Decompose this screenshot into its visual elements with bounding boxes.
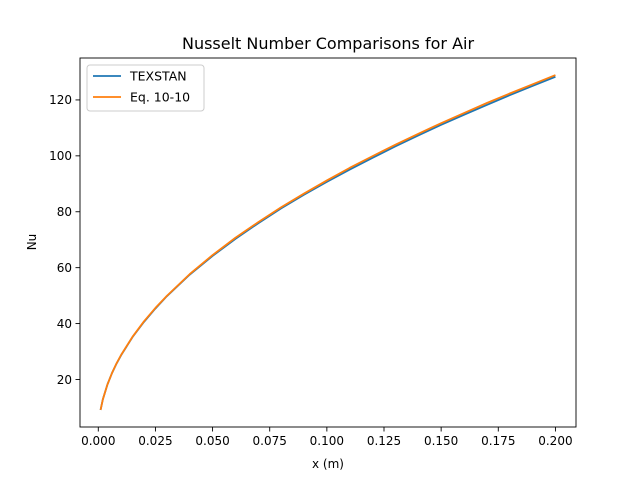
x-tick-label: 0.175	[481, 434, 515, 448]
x-tick-label: 0.150	[424, 434, 458, 448]
legend-label-texstan: TEXSTAN	[129, 69, 187, 84]
plot-frame	[79, 57, 577, 428]
x-tick-label: 0.050	[195, 434, 229, 448]
x-tick-label: 0.025	[138, 434, 172, 448]
legend-label-eq-10-10: Eq. 10-10	[130, 90, 190, 105]
x-axis-label: x (m)	[312, 457, 344, 471]
x-tick-label: 0.200	[538, 434, 572, 448]
series-line-eq-10-10	[99, 74, 556, 411]
x-tick-label: 0.125	[367, 434, 401, 448]
plot-lines	[99, 74, 556, 411]
chart-title: Nusselt Number Comparisons for Air	[182, 34, 474, 53]
y-tick-label: 40	[57, 317, 72, 331]
legend: TEXSTAN Eq. 10-10	[86, 64, 205, 112]
x-axis-ticks: 0.000 0.025 0.050 0.075 0.100 0.125 0.150 0.175…	[81, 427, 573, 448]
x-tick-label: 0.000	[81, 434, 115, 448]
y-tick-label: 100	[49, 149, 72, 163]
y-tick-label: 60	[57, 261, 72, 275]
y-tick-label: 80	[57, 205, 72, 219]
x-tick-label: 0.100	[310, 434, 344, 448]
y-tick-label: 20	[57, 373, 72, 387]
y-axis-ticks: 20 40 60 80 100 120	[49, 93, 80, 387]
y-axis-label: Nu	[25, 234, 39, 251]
x-tick-label: 0.075	[253, 434, 287, 448]
y-tick-label: 120	[49, 93, 72, 107]
